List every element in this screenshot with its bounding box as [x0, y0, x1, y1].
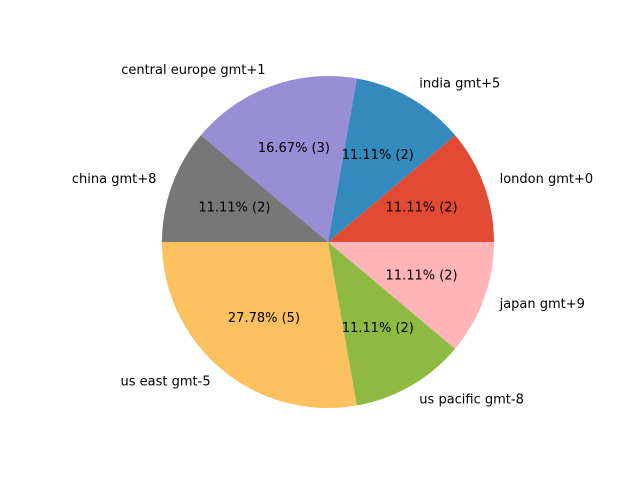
pie-slice-1: [328, 78, 456, 242]
pie-slice-4: [162, 242, 357, 408]
pie-percent-label: 27.78% (5): [228, 311, 300, 326]
pie-percent-label: 11.11% (2): [342, 321, 414, 336]
pie-category-label: india gmt+5: [419, 76, 500, 91]
pie-category-label: us east gmt-5: [121, 374, 211, 389]
pie-slice-0: [328, 135, 494, 242]
pie-percent-label: 16.67% (3): [258, 141, 330, 156]
pie-category-label: japan gmt+9: [499, 297, 585, 312]
pie-labels: 11.11% (2) london gmt+0 11.11% (2) india gm…: [72, 63, 593, 408]
pie-category-label: central europe gmt+1: [121, 63, 265, 78]
pie-percent-label: 11.11% (2): [198, 200, 270, 215]
pie-percent-label: 11.11% (2): [386, 269, 458, 284]
pie-category-label: us pacific gmt-8: [419, 393, 524, 408]
pie-slices: [162, 76, 494, 408]
pie-slice-5: [328, 242, 456, 406]
pie-percent-label: 11.11% (2): [342, 148, 414, 163]
pie-category-label: china gmt+8: [72, 172, 157, 187]
pie-slice-6: [328, 242, 494, 349]
pie-percent-label: 11.11% (2): [386, 200, 458, 215]
pie-category-label: london gmt+0: [500, 172, 594, 187]
pie-slice-3: [162, 135, 328, 242]
pie-slice-2: [200, 76, 357, 242]
